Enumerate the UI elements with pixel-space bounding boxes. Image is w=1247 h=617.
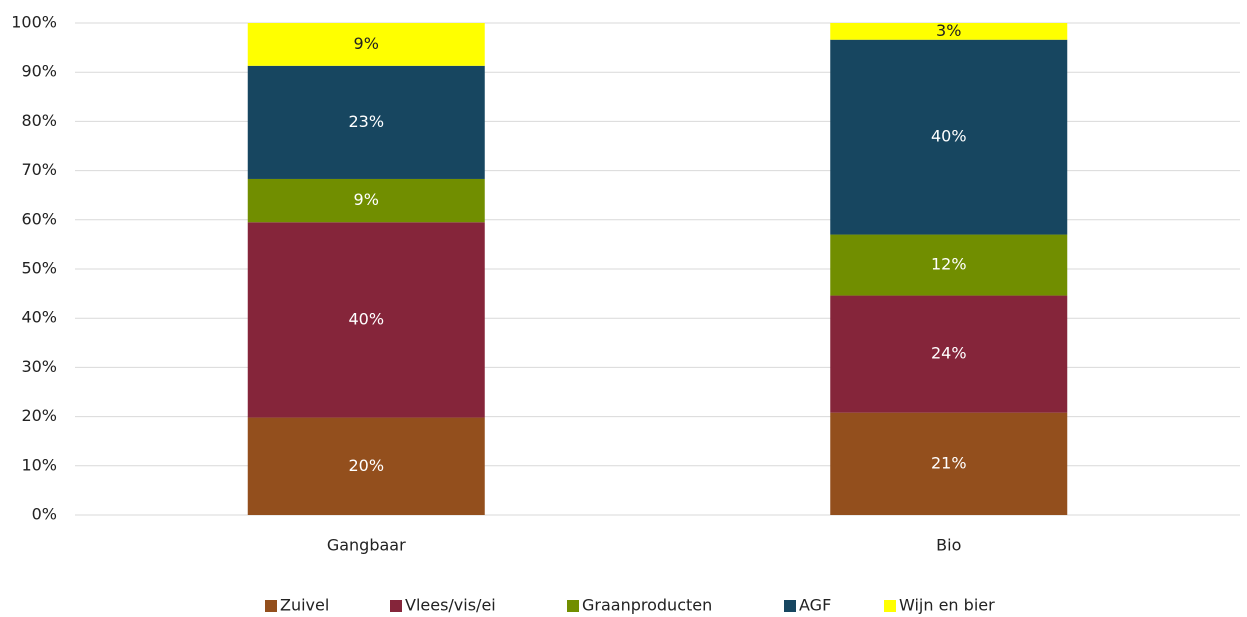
- bar-segment: [830, 23, 1068, 40]
- x-tick-label: Bio: [936, 536, 961, 555]
- data-label: 21%: [931, 453, 967, 472]
- data-label: 23%: [348, 112, 384, 131]
- y-tick-label: 100%: [11, 13, 57, 32]
- bar-segment: [247, 222, 485, 418]
- y-tick-label: 60%: [21, 209, 57, 228]
- data-label: 9%: [354, 190, 379, 209]
- data-label: 9%: [354, 34, 379, 53]
- legend-swatch: [567, 600, 579, 612]
- y-tick-label: 20%: [21, 406, 57, 425]
- legend-swatch: [884, 600, 896, 612]
- x-tick-label: Gangbaar: [327, 536, 406, 555]
- y-tick-label: 10%: [21, 455, 57, 474]
- bar-segment: [830, 234, 1068, 296]
- bar-segment: [247, 417, 485, 515]
- y-tick-label: 80%: [21, 111, 57, 130]
- bar-segment: [830, 412, 1068, 515]
- data-label: 20%: [348, 456, 384, 475]
- y-tick-label: 50%: [21, 259, 57, 278]
- legend-swatch: [265, 600, 277, 612]
- legend-label: Graanproducten: [582, 596, 712, 615]
- data-label: 24%: [931, 344, 967, 363]
- bar-segment: [247, 23, 485, 66]
- bar-segment: [247, 65, 485, 179]
- y-tick-label: 70%: [21, 160, 57, 179]
- legend-label: AGF: [799, 596, 831, 615]
- y-tick-label: 30%: [21, 357, 57, 376]
- data-label: 3%: [936, 21, 961, 40]
- y-tick-label: 40%: [21, 308, 57, 327]
- legend-swatch: [784, 600, 796, 612]
- legend-swatch: [390, 600, 402, 612]
- bar-segment: [247, 178, 485, 223]
- legend-label: Wijn en bier: [899, 596, 995, 615]
- data-label: 12%: [931, 255, 967, 274]
- legend-label: Vlees/vis/ei: [405, 596, 496, 615]
- bar-segment: [830, 295, 1068, 413]
- y-tick-label: 0%: [32, 505, 57, 524]
- legend-label: Zuivel: [280, 596, 329, 615]
- y-tick-label: 90%: [21, 62, 57, 81]
- data-label: 40%: [348, 309, 384, 328]
- bar-segment: [830, 39, 1068, 235]
- data-label: 40%: [931, 127, 967, 146]
